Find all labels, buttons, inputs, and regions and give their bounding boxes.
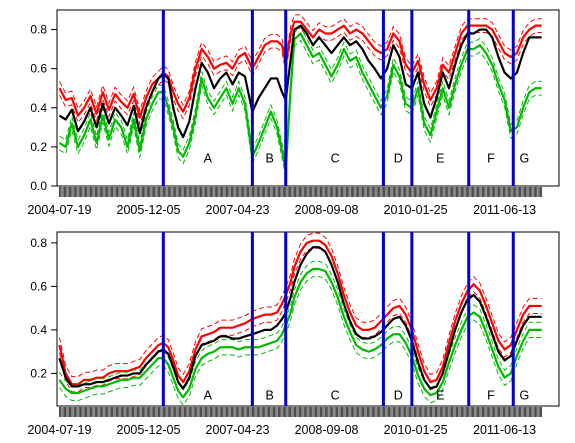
y-tick-label: 0.8 [30,236,47,250]
series-main-line [58,267,542,399]
x-tick-label: 2010-01-25 [384,203,448,217]
x-tick-label: 2008-09-08 [295,203,359,217]
period-label: E [436,388,444,402]
series-main-line [58,20,542,119]
x-tick-label: 2004-07-19 [27,423,91,437]
period-label: F [487,152,495,166]
x-tick-label: 2005-12-05 [117,203,181,217]
series-line-0 [58,246,542,390]
period-label: E [436,152,444,166]
plot-area [58,232,542,406]
period-label: B [265,388,273,402]
series-line-2 [58,260,542,406]
x-tick-label: 2005-12-05 [117,423,181,437]
period-label: D [394,152,403,166]
x-axis-rug [59,407,543,417]
series-main-line [58,32,542,172]
y-tick-label: 0.6 [30,279,47,293]
confidence-bound-upper [58,232,542,378]
confidence-bound-lower [59,276,542,406]
confidence-bound-upper [59,14,542,113]
y-tick-label: 0.4 [30,323,47,337]
series-main-line [58,24,542,139]
series-main-line [58,246,542,390]
x-tick-label: 2011-06-13 [473,423,536,437]
x-axis-rug [59,187,543,197]
plot-frame [56,9,560,187]
period-label: A [204,152,213,166]
confidence-bound-upper [59,260,542,391]
x-tick-label: 2010-01-25 [384,423,448,437]
x-tick-label: 2011-06-13 [473,203,536,217]
series-line-1 [58,14,542,127]
plot-frame [56,231,560,407]
plot-area [58,14,542,178]
chart-panel-1: 0.0 0.2 0.4 0.6 0.8 2004-07-19 2005-12-05 2007-… [27,9,560,217]
x-axis-week-ticks [59,407,543,417]
x-tick-label: 2008-09-08 [295,423,359,437]
y-tick-label: 0.8 [30,23,47,37]
period-label: C [331,388,340,402]
period-label: A [204,388,213,402]
x-axis-week-ticks [59,187,543,197]
y-tick-label: 0.6 [30,62,47,76]
y-tick-label: 0.2 [30,366,47,380]
chart-panel-2: 0.2 0.4 0.6 0.8 2004-07-19 2005-12-05 2007-04-… [27,231,560,437]
period-label: G [520,152,530,166]
period-label: D [394,388,403,402]
period-label: C [331,152,340,166]
x-tick-label: 2007-04-23 [206,203,270,217]
series-main-line [58,239,542,386]
period-label: F [487,388,495,402]
y-tick-label: 0.4 [30,101,47,115]
x-tick-label: 2007-04-23 [206,423,270,437]
period-label: B [265,152,273,166]
period-label: G [520,388,530,402]
series-line-0 [58,24,542,139]
y-tick-label: 0.2 [30,140,47,154]
x-tick-label: 2004-07-19 [27,203,91,217]
y-tick-label: 0.0 [30,179,47,193]
confidence-bound-lower [59,28,542,127]
